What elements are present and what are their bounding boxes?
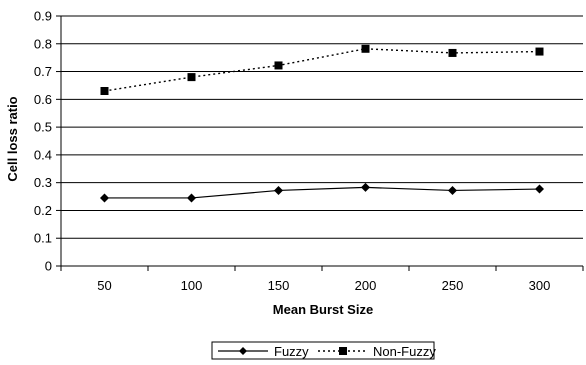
data-point-non-fuzzy-300 [535, 47, 544, 56]
y-tick-label-0: 0 [45, 259, 52, 274]
y-tick-label-4: 0.4 [34, 147, 52, 162]
y-tick-label-7: 0.7 [34, 64, 52, 79]
y-tick-label-8: 0.8 [34, 36, 52, 51]
series-line-non-fuzzy [104, 48, 540, 92]
gridlines [61, 15, 583, 239]
y-tick-label-3: 0.3 [34, 175, 52, 190]
x-tick-label-100: 100 [181, 278, 203, 293]
x-tick-label-250: 250 [442, 278, 464, 293]
y-tick-label-2: 0.2 [34, 203, 52, 218]
legend: Fuzzy Non-Fuzzy [211, 341, 436, 360]
x-tick-label-50: 50 [97, 278, 111, 293]
y-tick-label-1: 0.1 [34, 231, 52, 246]
y-tick-label-6: 0.6 [34, 92, 52, 107]
data-point-fuzzy-50 [100, 193, 109, 203]
x-axis-title: Mean Burst Size [273, 302, 373, 317]
data-point-fuzzy-200 [361, 182, 370, 192]
legend-label-fuzzy: Fuzzy [274, 344, 309, 359]
legend-marker-fuzzy [239, 347, 247, 355]
data-point-non-fuzzy-100 [187, 73, 196, 82]
legend-label-non-fuzzy: Non-Fuzzy [373, 344, 436, 359]
data-point-fuzzy-100 [187, 193, 196, 203]
x-tick-label-150: 150 [268, 278, 290, 293]
legend-marker-non-fuzzy [339, 347, 347, 355]
y-tick-label-5: 0.5 [34, 120, 52, 135]
data-point-fuzzy-300 [535, 184, 544, 194]
data-point-fuzzy-150 [274, 185, 283, 195]
y-axis-title: Cell loss ratio [5, 96, 20, 181]
data-point-non-fuzzy-250 [448, 48, 457, 57]
axes [56, 15, 584, 271]
data-point-non-fuzzy-50 [100, 87, 109, 95]
x-tick-label-300: 300 [529, 278, 551, 293]
data-point-non-fuzzy-200 [361, 44, 370, 53]
series [100, 44, 544, 203]
y-tick-label-9: 0.9 [34, 9, 52, 24]
data-point-non-fuzzy-150 [274, 61, 283, 70]
series-line-fuzzy [104, 186, 540, 199]
tick-labels: 0 0.1 0.2 0.3 0.4 0.5 0.6 0.7 0.8 0.9 50 100 150 200 2… [34, 9, 550, 294]
x-tick-label-200: 200 [355, 278, 377, 293]
data-point-fuzzy-250 [448, 185, 457, 195]
